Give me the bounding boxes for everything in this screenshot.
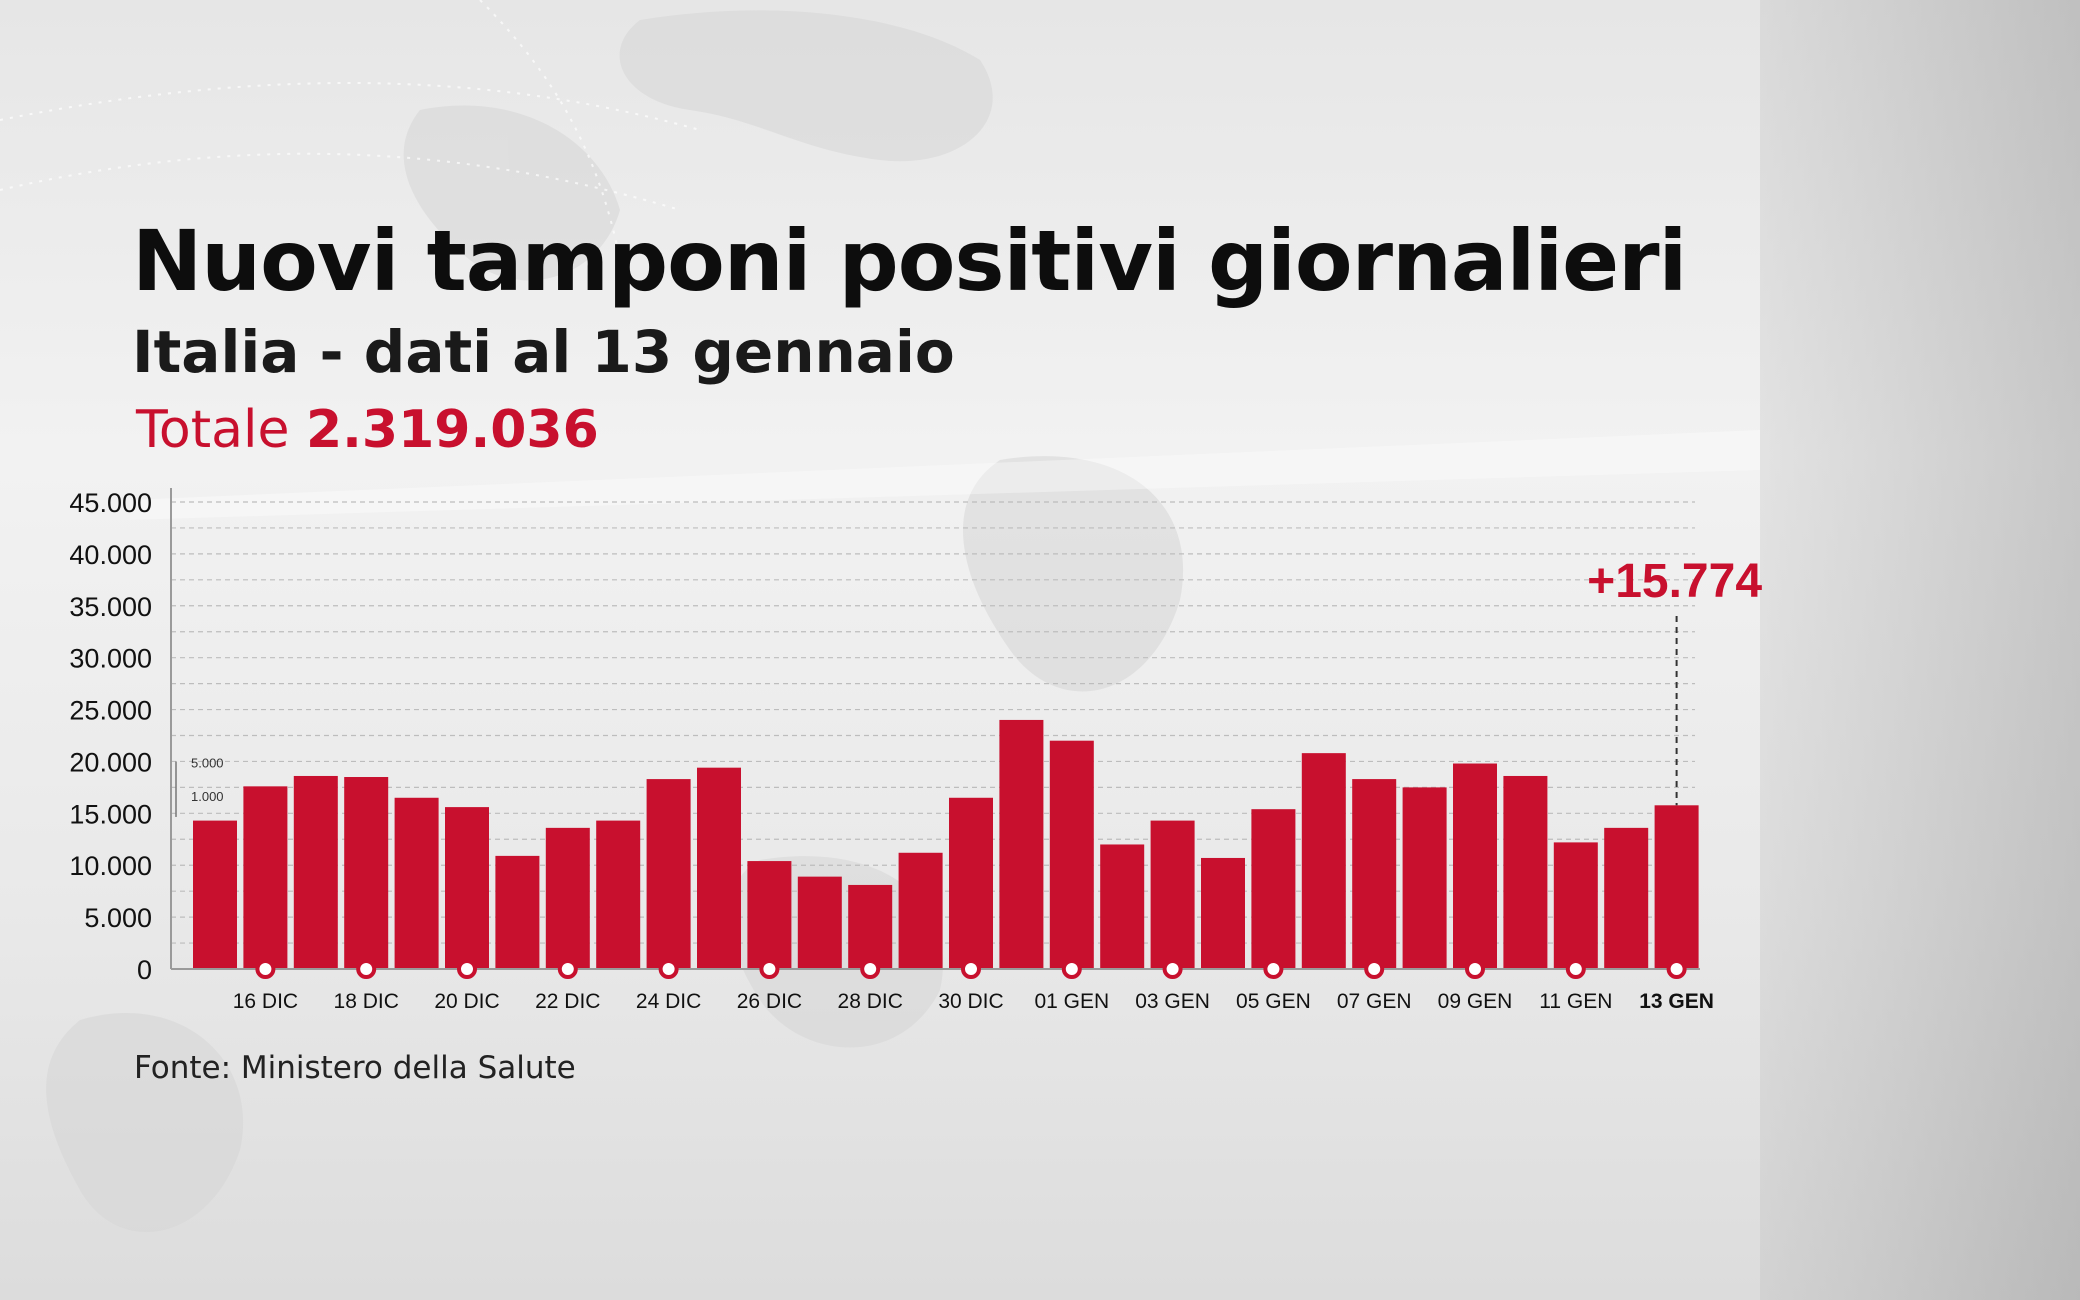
virus-image-panel (1760, 0, 2080, 1300)
bar (1453, 763, 1497, 969)
x-tick-label: 09 GEN (1438, 990, 1513, 1013)
y-axis: 0 5.000 10.000 15.000 20.000 25.000 30.000 35.0… (69, 488, 172, 985)
x-tick-label: 28 DIC (838, 990, 903, 1013)
y-tick-label: 30.000 (69, 644, 152, 674)
x-tick-label: 03 GEN (1135, 990, 1210, 1013)
x-tick-marker (356, 959, 377, 979)
highlight-value-label: +15.774 (1587, 555, 1762, 608)
bar (697, 767, 741, 969)
bar (1352, 779, 1397, 969)
bar (495, 855, 540, 969)
bar (1049, 740, 1094, 969)
x-tick-marker (961, 959, 981, 979)
bars (193, 719, 1699, 969)
x-tick-marker (1162, 959, 1183, 979)
bar (1553, 842, 1598, 969)
bar (1100, 844, 1145, 969)
x-tick-label: 26 DIC (737, 990, 802, 1013)
x-tick-label: 05 GEN (1236, 990, 1311, 1013)
y-tick-label: 10.000 (69, 851, 152, 881)
x-tick-marker (1465, 959, 1485, 979)
bar (646, 779, 691, 969)
bar (1503, 775, 1548, 969)
bar (344, 777, 389, 969)
y-tick-label: 40.000 (69, 540, 152, 570)
x-tick-label: 20 DIC (434, 990, 499, 1013)
x-tick-label: 01 GEN (1034, 990, 1109, 1013)
x-tick-marker (255, 959, 276, 979)
x-tick-label: 07 GEN (1337, 990, 1412, 1013)
bar (293, 775, 338, 969)
y-tick-label: 45.000 (69, 488, 152, 518)
inset-label: 1.000 (191, 789, 224, 804)
x-tick-label: 16 DIC (233, 990, 298, 1013)
total-label: Totale (136, 400, 290, 460)
bar (1201, 857, 1245, 969)
bar (445, 807, 489, 969)
x-axis: 16 DIC 18 DIC 20 DIC 22 DIC 24 DIC 26 DIC 28 D… (171, 959, 1714, 1013)
inset-label: 5.000 (191, 755, 224, 770)
y-tick-label: 20.000 (69, 747, 152, 777)
y-tick-label: 0 (137, 955, 152, 985)
x-tick-marker (1061, 959, 1082, 979)
x-tick-marker (1263, 959, 1284, 979)
y-tick-label: 5.000 (84, 903, 152, 933)
bar (596, 820, 641, 969)
bar (193, 820, 237, 969)
bar (1251, 809, 1296, 969)
x-tick-marker (1364, 959, 1385, 979)
source-note: Fonte: Ministero della Salute (134, 1050, 576, 1086)
bar (999, 719, 1044, 969)
x-tick-label: 11 GEN (1539, 990, 1612, 1013)
bar (898, 852, 943, 969)
x-tick-marker (860, 959, 881, 979)
x-tick-marker (658, 959, 679, 979)
x-tick-label: 22 DIC (535, 990, 600, 1013)
bar (394, 797, 439, 969)
bar (545, 827, 590, 969)
bar (1654, 805, 1699, 969)
bar (1604, 827, 1649, 969)
chart-subtitle: Italia - dati al 13 gennaio (132, 318, 955, 386)
y-tick-label: 25.000 (69, 696, 152, 726)
inset-scale: 5.000 1.000 (175, 755, 224, 817)
bar (949, 797, 993, 969)
total-value: 2.319.036 (305, 400, 599, 460)
bar (1402, 787, 1447, 969)
y-tick-label: 35.000 (69, 592, 152, 622)
x-tick-marker (457, 959, 477, 979)
bar (1150, 820, 1195, 969)
bar (848, 884, 893, 969)
bar (1301, 753, 1346, 969)
x-tick-marker (557, 959, 578, 979)
x-tick-label: 30 DIC (938, 990, 1003, 1013)
x-tick-label: 18 DIC (334, 990, 399, 1013)
chart-title: Nuovi tamponi positivi giornalieri (132, 212, 1687, 310)
bar (243, 786, 288, 969)
bar (747, 861, 792, 969)
highlight-annotation: +15.774 (1587, 555, 1762, 806)
x-tick-marker (759, 959, 780, 979)
y-tick-label: 15.000 (69, 799, 152, 829)
x-tick-label: 13 GEN (1639, 990, 1714, 1013)
x-tick-label: 24 DIC (636, 990, 701, 1013)
bar (797, 876, 842, 969)
x-tick-marker (1666, 959, 1687, 979)
x-tick-marker (1565, 959, 1586, 979)
total-line: Totale 2.319.036 (136, 400, 599, 460)
